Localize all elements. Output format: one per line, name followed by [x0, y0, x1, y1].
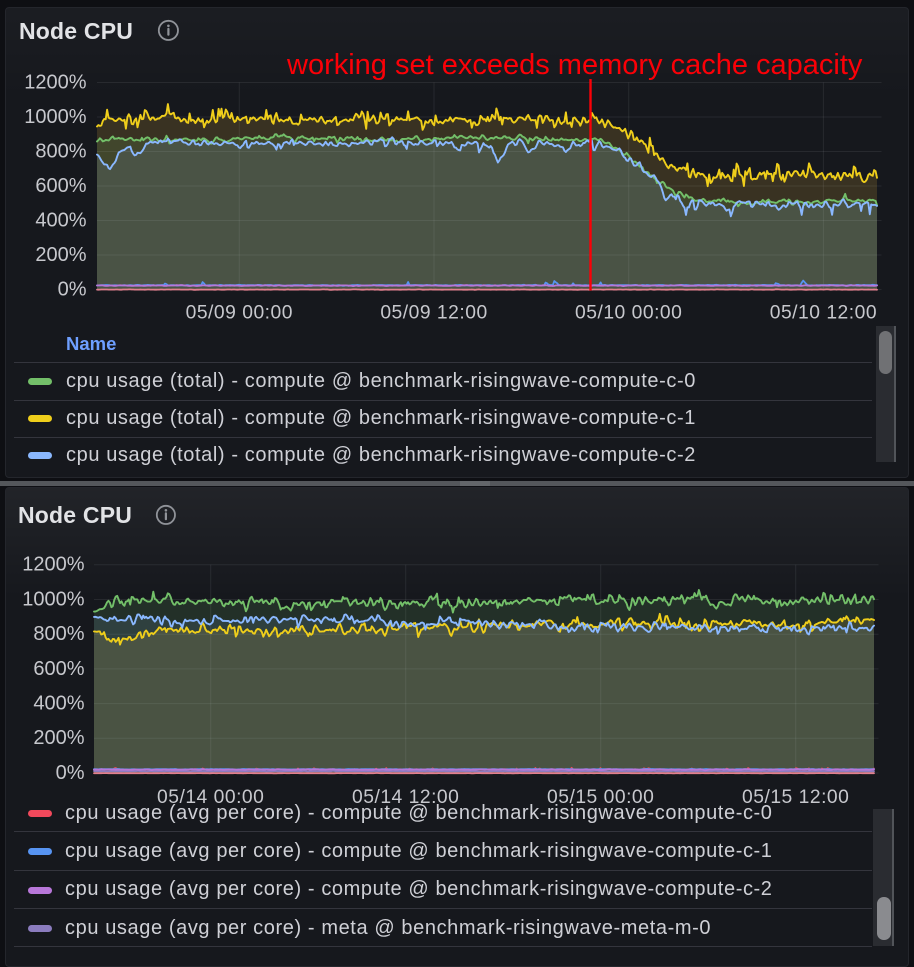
svg-text:1200%: 1200%	[24, 71, 86, 93]
svg-text:200%: 200%	[35, 244, 86, 266]
svg-text:1000%: 1000%	[22, 588, 84, 610]
svg-text:05/09 00:00: 05/09 00:00	[186, 303, 293, 324]
svg-text:1200%: 1200%	[22, 554, 84, 576]
svg-text:05/15 12:00: 05/15 12:00	[742, 787, 849, 808]
svg-text:0%: 0%	[58, 278, 87, 300]
svg-text:800%: 800%	[35, 140, 86, 162]
svg-text:05/09 12:00: 05/09 12:00	[380, 303, 487, 324]
svg-text:800%: 800%	[33, 623, 84, 645]
svg-text:1000%: 1000%	[24, 106, 86, 128]
svg-text:05/14 00:00: 05/14 00:00	[157, 787, 264, 808]
svg-text:400%: 400%	[33, 693, 84, 715]
svg-text:05/10 00:00: 05/10 00:00	[575, 303, 682, 324]
svg-text:05/14 12:00: 05/14 12:00	[352, 787, 459, 808]
svg-text:0%: 0%	[56, 762, 85, 784]
svg-text:05/15 00:00: 05/15 00:00	[547, 787, 654, 808]
svg-text:600%: 600%	[33, 658, 84, 680]
svg-text:400%: 400%	[35, 209, 86, 231]
svg-text:600%: 600%	[35, 175, 86, 197]
svg-text:05/10 12:00: 05/10 12:00	[770, 303, 877, 324]
svg-text:200%: 200%	[33, 727, 84, 749]
